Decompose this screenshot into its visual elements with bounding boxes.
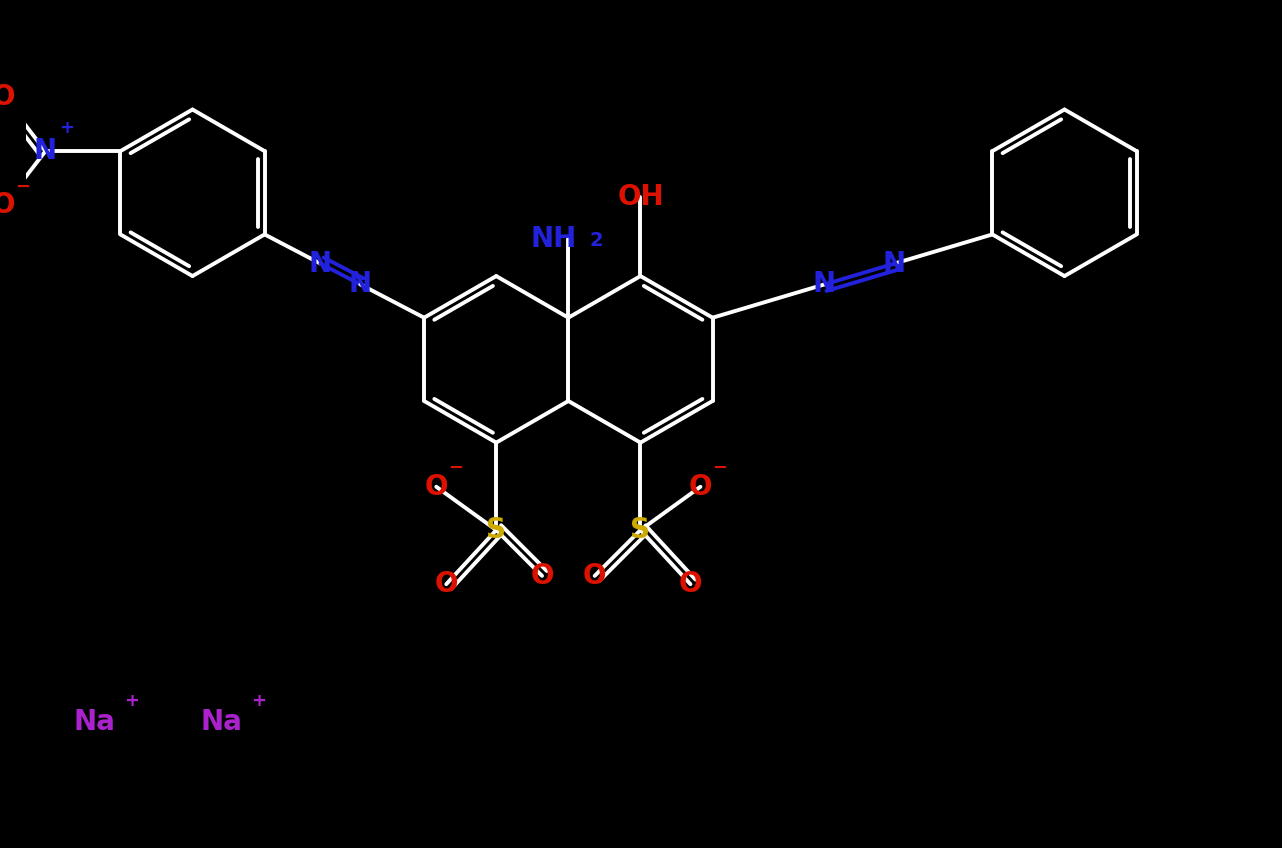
Text: −: − [15, 177, 31, 196]
Text: OH: OH [617, 183, 664, 211]
Text: O: O [424, 472, 447, 501]
Text: S: S [631, 516, 650, 544]
Text: S: S [486, 516, 506, 544]
Text: O: O [688, 472, 713, 501]
Text: −: − [713, 459, 727, 477]
Text: +: + [124, 692, 138, 710]
Text: +: + [59, 120, 74, 137]
Text: N: N [309, 249, 332, 277]
Text: Na: Na [73, 708, 115, 736]
Text: O: O [583, 562, 606, 590]
Text: N: N [33, 137, 56, 165]
Text: N: N [813, 271, 836, 298]
Text: O: O [0, 192, 15, 220]
Text: N: N [349, 271, 372, 298]
Text: +: + [251, 692, 267, 710]
Text: NH: NH [531, 225, 577, 253]
Text: N: N [883, 249, 906, 277]
Text: O: O [531, 562, 554, 590]
Text: O: O [678, 570, 703, 598]
Text: Na: Na [201, 708, 242, 736]
Text: O: O [435, 570, 458, 598]
Text: −: − [447, 459, 463, 477]
Text: 2: 2 [590, 232, 604, 250]
Text: O: O [0, 83, 15, 111]
